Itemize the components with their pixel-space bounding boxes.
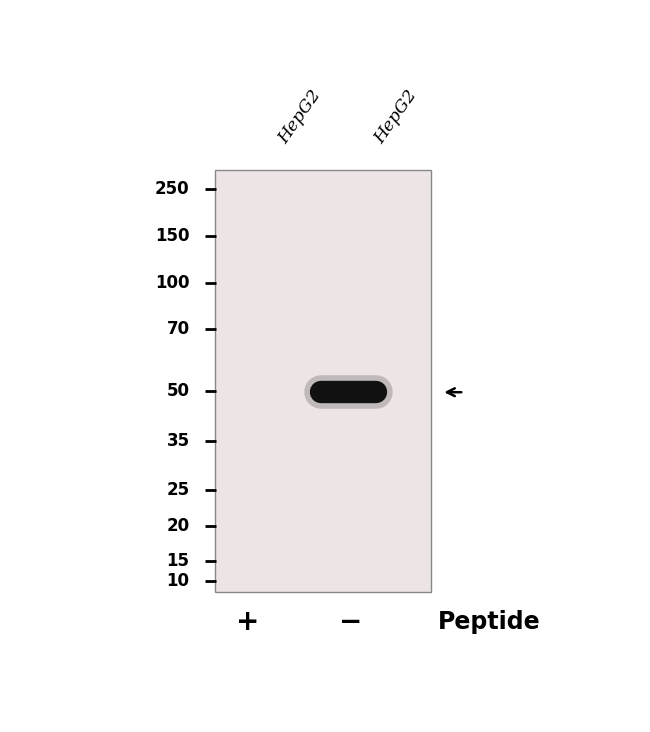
Text: 50: 50	[166, 382, 190, 400]
Text: 25: 25	[166, 481, 190, 499]
Text: 250: 250	[155, 180, 190, 198]
Text: 150: 150	[155, 226, 190, 244]
Text: 35: 35	[166, 432, 190, 450]
Text: 20: 20	[166, 518, 190, 535]
Text: HepG2: HepG2	[275, 87, 324, 147]
Text: 70: 70	[166, 320, 190, 338]
Text: Peptide: Peptide	[438, 610, 541, 634]
Text: +: +	[236, 608, 259, 636]
Text: HepG2: HepG2	[371, 87, 420, 147]
Text: −: −	[339, 608, 363, 636]
Text: 15: 15	[166, 553, 190, 570]
Bar	[214, 170, 432, 592]
Text: 100: 100	[155, 274, 190, 292]
Text: 10: 10	[166, 572, 190, 590]
